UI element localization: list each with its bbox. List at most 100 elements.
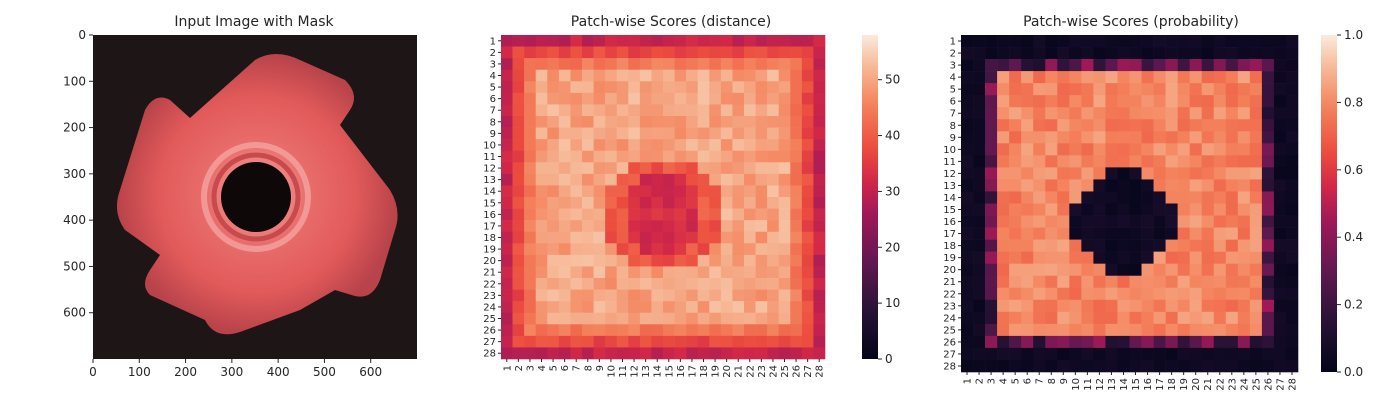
x-tick-label: 16 (1143, 378, 1154, 391)
heatmap-cell (755, 150, 768, 163)
heatmap-cell (1081, 359, 1094, 373)
heatmap-cell (1201, 83, 1215, 96)
heatmap-cell (628, 127, 641, 140)
colorbar-tick-label: 0.6 (1344, 163, 1363, 177)
heatmap-cell (628, 289, 641, 302)
heatmap-cell (1093, 203, 1106, 216)
heatmap-cell (1033, 215, 1046, 228)
heatmap-cell (778, 185, 791, 198)
heatmap-cell (605, 347, 618, 360)
heatmap-cell (1033, 299, 1046, 313)
heatmap-cell (1249, 83, 1263, 96)
heatmap-cell (651, 312, 664, 325)
heatmap-cell (616, 185, 629, 198)
y-tick-label: 300 (63, 167, 86, 181)
heatmap-cell (1273, 143, 1287, 156)
x-tick-label: 15 (1131, 378, 1142, 391)
heatmap-cell (985, 119, 998, 132)
heatmap-cell (1249, 107, 1263, 120)
heatmap-cell (501, 208, 513, 221)
heatmap-cell (1165, 227, 1178, 240)
heatmap-cell (593, 92, 606, 105)
probability-heatmap (961, 35, 1299, 373)
heatmap-cell (582, 208, 594, 221)
heatmap-cell (570, 35, 583, 47)
heatmap-cell (744, 220, 756, 233)
heatmap-cell (1165, 59, 1178, 72)
heatmap-cell (720, 197, 733, 209)
y-tick-label: 25 (943, 325, 956, 336)
heatmap-cell (767, 69, 780, 82)
heatmap-cell (628, 173, 641, 186)
heatmap-cell (697, 162, 710, 175)
heatmap-cell (605, 81, 618, 94)
heatmap-cell (767, 324, 780, 337)
heatmap-cell (547, 266, 560, 279)
heatmap-cell (720, 312, 733, 325)
heatmap-cell (790, 185, 803, 198)
heatmap-cell (1213, 215, 1227, 228)
heatmap-cell (558, 231, 571, 244)
x-tick-label: 8 (583, 365, 594, 371)
heatmap-cell (1081, 47, 1094, 60)
heatmap-cell (985, 215, 998, 228)
heatmap-cell (686, 69, 699, 82)
heatmap-cell (961, 299, 974, 313)
heatmap-cell (1273, 167, 1287, 180)
heatmap-cell (997, 155, 1010, 168)
heatmap-cell (697, 46, 710, 59)
heatmap-cell (1081, 59, 1094, 72)
heatmap-cell (663, 266, 675, 279)
x-tick-label: 26 (1263, 378, 1274, 391)
heatmap-cell (1105, 143, 1118, 156)
heatmap-cell (570, 324, 583, 337)
heatmap-cell (985, 203, 998, 216)
heatmap-cell (813, 278, 826, 290)
heatmap-cell (801, 185, 814, 198)
heatmap-cell (732, 197, 745, 209)
heatmap-cell (501, 347, 513, 360)
x-tick-label: 25 (1251, 378, 1262, 391)
heatmap-cell (1201, 287, 1215, 301)
heatmap-cell (997, 335, 1010, 349)
heatmap-cell (1141, 59, 1154, 72)
heatmap-cell (720, 46, 733, 59)
heatmap-cell (605, 46, 618, 59)
heatmap-cell (512, 231, 525, 244)
heatmap-cell (709, 185, 722, 198)
heatmap-cell (639, 127, 652, 140)
heatmap-cell (651, 69, 664, 82)
heatmap-cell (778, 266, 791, 279)
heatmap-cell (997, 119, 1010, 132)
heatmap-cell (1261, 323, 1275, 337)
x-tick-label: 20 (722, 365, 733, 378)
heatmap-cell (997, 227, 1010, 240)
heatmap-cell (605, 220, 618, 233)
heatmap-cell (813, 335, 826, 348)
heatmap-cell (1033, 179, 1046, 192)
heatmap-cell (1249, 251, 1263, 264)
heatmap-cell (582, 312, 594, 325)
heatmap-cell (973, 311, 986, 325)
heatmap-cell (605, 278, 618, 290)
heatmap-cell (732, 150, 745, 163)
heatmap-cell (790, 46, 803, 59)
heatmap-cell (1021, 239, 1034, 252)
heatmap-cell (813, 347, 826, 360)
heatmap-cell (1165, 203, 1178, 216)
heatmap-cell (674, 185, 687, 198)
heatmap-cell (709, 116, 722, 128)
heatmap-cell (663, 58, 675, 71)
heatmap-cell (547, 231, 560, 244)
heatmap-cell (1081, 71, 1094, 84)
heatmap-cell (501, 220, 513, 233)
heatmap-cell (1201, 215, 1215, 228)
heatmap-cell (605, 150, 618, 163)
heatmap-cell (1285, 311, 1299, 325)
heatmap-cell (663, 324, 675, 337)
heatmap-cell (790, 35, 803, 47)
heatmap-cell (1009, 239, 1022, 252)
heatmap-cell (639, 35, 652, 47)
heatmap-cell (512, 46, 525, 59)
heatmap-cell (755, 254, 768, 267)
